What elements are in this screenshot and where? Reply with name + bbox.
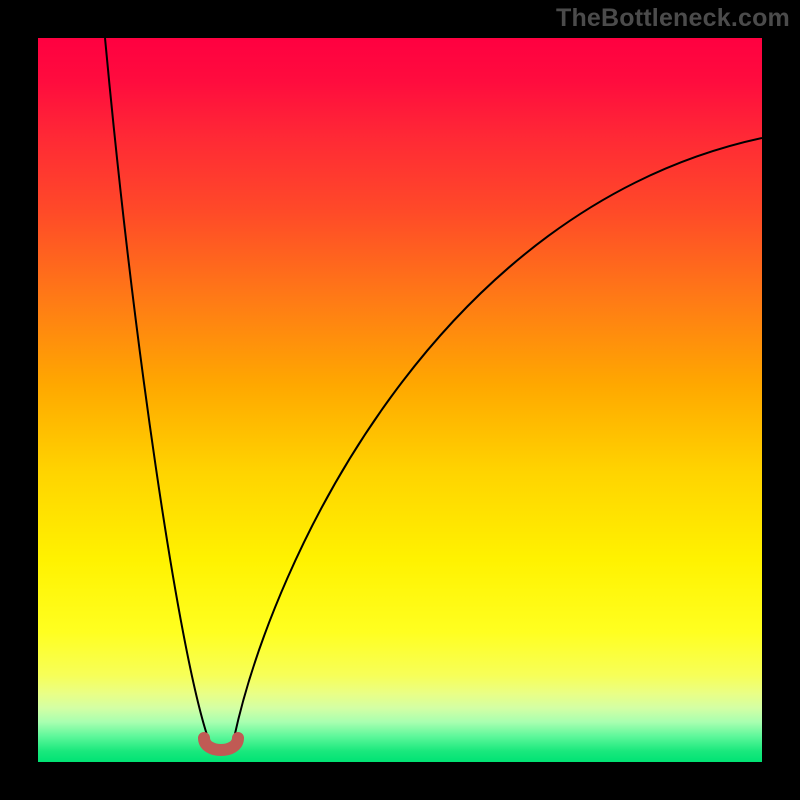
watermark-text: TheBottleneck.com — [556, 4, 790, 33]
plot-area — [38, 38, 762, 762]
curve-layer — [38, 38, 762, 762]
chart-root: TheBottleneck.com — [0, 0, 800, 800]
curve-bottom-arc — [204, 738, 238, 750]
curve-right-branch — [234, 138, 762, 738]
curve-left-branch — [105, 38, 208, 738]
